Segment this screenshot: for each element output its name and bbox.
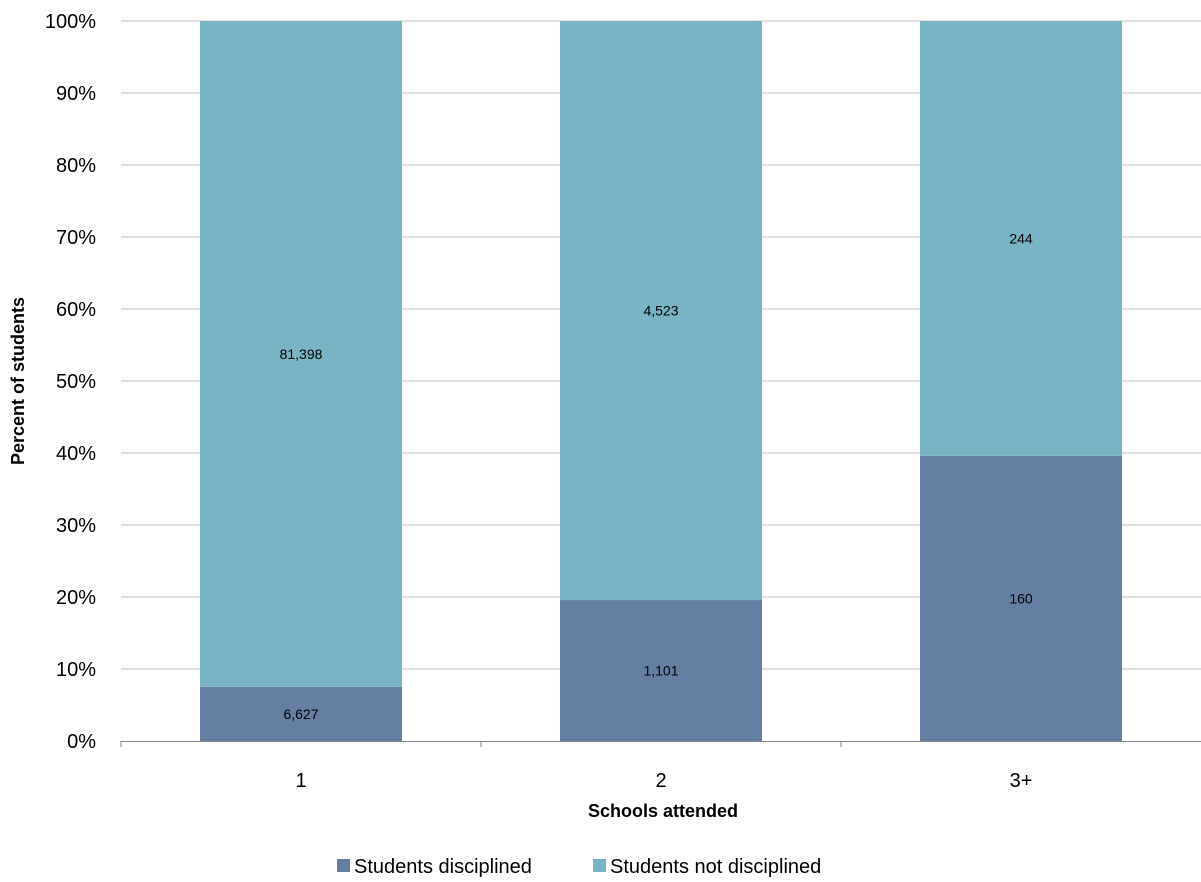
y-tick-label: 70% [56,227,96,249]
legend-label: Students not disciplined [610,856,821,878]
x-tick-labels: 1 2 3+ [295,770,1032,792]
x-tick-label: 1 [295,770,306,792]
bar-segment [200,686,402,741]
y-tick-label: 40% [56,443,96,465]
y-tick-label: 50% [56,371,96,393]
y-tick-label: 30% [56,515,96,537]
y-tick-labels: 0% 10% 20% 30% 40% 50% 60% 70% 80% 90% 100% [45,11,96,753]
x-tick-label: 3+ [1010,770,1033,792]
data-label: 160 [1009,590,1033,606]
data-label: 1,101 [643,663,678,679]
bar-segment [920,21,1122,456]
legend-swatch [337,859,350,872]
bar-segment [560,21,762,601]
data-label: 81,398 [280,346,323,362]
bar-segment [920,455,1122,741]
y-tick-label: 100% [45,11,96,33]
legend-swatch [593,859,606,872]
axes [120,741,1201,747]
data-label: 6,627 [283,706,318,722]
y-tick-label: 60% [56,299,96,321]
legend-label: Students disciplined [354,856,532,878]
y-tick-label: 0% [67,731,96,753]
bar-segment [200,21,402,687]
y-tick-label: 10% [56,659,96,681]
data-label: 4,523 [643,303,678,319]
data-labels: 6,627 81,398 1,101 4,523 160 244 [280,230,1033,721]
legend: Students disciplined Students not discipl… [337,856,821,878]
data-label: 244 [1009,230,1033,246]
y-tick-label: 90% [56,83,96,105]
bars [200,21,1122,741]
y-tick-label: 80% [56,155,96,177]
bar-segment [560,600,762,741]
x-axis-title: Schools attended [588,801,738,821]
y-tick-label: 20% [56,587,96,609]
y-axis-title: Percent of students [8,297,28,465]
x-tick-label: 2 [655,770,666,792]
